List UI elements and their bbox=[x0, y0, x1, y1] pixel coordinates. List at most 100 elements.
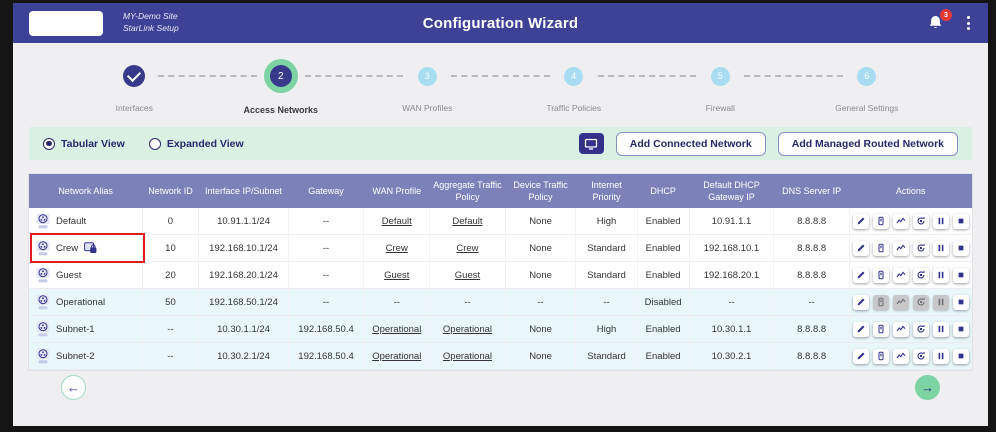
cell-dns-server-ip: 8.8.8.8 bbox=[773, 342, 850, 371]
edit-action-button[interactable] bbox=[852, 294, 869, 310]
notifications-button[interactable]: 3 bbox=[927, 9, 952, 32]
wan-profile-link[interactable]: Guest bbox=[384, 269, 410, 281]
display-view-button[interactable] bbox=[578, 133, 604, 154]
refresh-action-button[interactable] bbox=[912, 267, 929, 283]
view-option-tabular-view[interactable]: Tabular View bbox=[43, 137, 125, 150]
add-connected-network-button[interactable]: Add Connected Network bbox=[615, 131, 766, 156]
step-done-circle bbox=[123, 65, 146, 87]
step-label: General Settings bbox=[835, 103, 899, 113]
column-header-device-traffic-policy: Device Traffic Policy bbox=[505, 174, 576, 209]
table-header-row: Network Alias Network ID Interface IP/Subn… bbox=[29, 174, 972, 209]
pause-action-button[interactable] bbox=[932, 240, 949, 256]
wan-profile-link[interactable]: Crew bbox=[385, 242, 408, 254]
refresh-action-button bbox=[912, 294, 929, 310]
stepper-step-general-settings[interactable]: 6 General Settings bbox=[794, 59, 941, 115]
cell-interface-ip-subnet: 10.91.1.1/24 bbox=[198, 208, 289, 236]
stop-action-button[interactable] bbox=[952, 240, 970, 256]
device-icon bbox=[876, 297, 886, 307]
table-row-crew: Crew 10 192.168.10.1/24 -- Crew Crew None Stan… bbox=[29, 232, 972, 263]
stop-action-button[interactable] bbox=[952, 213, 970, 229]
aggregate-traffic-policy-link[interactable]: Default bbox=[452, 215, 483, 227]
statistics-action-button[interactable] bbox=[892, 213, 909, 229]
cell-device-traffic-policy: None bbox=[505, 342, 577, 371]
statistics-action-button[interactable] bbox=[892, 240, 909, 256]
stop-action-button[interactable] bbox=[952, 294, 970, 310]
cell-network-id: 10 bbox=[142, 234, 200, 263]
app-header: MY-Demo Site StarLink Setup Configuratio… bbox=[13, 3, 988, 43]
cell-network-id: 20 bbox=[142, 261, 200, 290]
device-action-button[interactable] bbox=[872, 348, 889, 364]
stop-action-button[interactable] bbox=[952, 348, 970, 364]
wan-profile-link[interactable]: Operational bbox=[372, 323, 422, 335]
cell-dns-server-ip: 8.8.8.8 bbox=[773, 208, 850, 236]
page-title: Configuration Wizard bbox=[422, 14, 579, 32]
edit-action-button[interactable] bbox=[852, 267, 869, 283]
stepper-step-wan-profiles[interactable]: 3 WAN Profiles bbox=[354, 59, 550, 115]
view-mode-radio-group: Tabular View Expanded View bbox=[43, 137, 268, 150]
pause-action-button[interactable] bbox=[932, 321, 949, 337]
add-managed-routed-network-button[interactable]: Add Managed Routed Network bbox=[777, 131, 958, 156]
cell-gateway: -- bbox=[288, 261, 365, 290]
column-header-internet-priority: Internet Priority bbox=[575, 174, 638, 209]
pause-action-button[interactable] bbox=[932, 348, 949, 364]
cell-gateway: 192.168.50.4 bbox=[288, 315, 365, 344]
view-option-expanded-view[interactable]: Expanded View bbox=[148, 137, 244, 150]
cell-default-dhcp-gateway-ip: 192.168.10.1 bbox=[689, 234, 775, 263]
statistics-icon bbox=[896, 324, 906, 334]
step-label: Firewall bbox=[705, 103, 735, 113]
actions-cell bbox=[849, 234, 972, 263]
statistics-action-button bbox=[892, 294, 909, 310]
stepper-step-traffic-policies[interactable]: 4 Traffic Policies bbox=[501, 59, 696, 115]
more-menu-button[interactable] bbox=[965, 14, 972, 32]
stepper-step-interfaces[interactable]: Interfaces bbox=[61, 59, 257, 115]
stop-action-button[interactable] bbox=[952, 321, 970, 337]
refresh-action-button[interactable] bbox=[912, 240, 929, 256]
device-action-button bbox=[872, 294, 889, 310]
cell-network-id: 50 bbox=[142, 288, 200, 317]
network-alias-label: Default bbox=[56, 215, 87, 227]
statistics-action-button[interactable] bbox=[892, 321, 909, 337]
pause-icon bbox=[936, 270, 946, 280]
edit-action-button[interactable] bbox=[852, 321, 869, 337]
aggregate-traffic-policy-link[interactable]: Operational bbox=[442, 350, 493, 362]
edit-action-button[interactable] bbox=[852, 240, 869, 256]
stop-action-button[interactable] bbox=[952, 267, 970, 283]
edit-action-button[interactable] bbox=[852, 348, 869, 364]
aggregate-traffic-policy-link[interactable]: Operational bbox=[442, 323, 493, 335]
actions-cell bbox=[849, 315, 972, 344]
device-action-button[interactable] bbox=[872, 267, 889, 283]
cell-internet-priority: Standard bbox=[575, 234, 638, 263]
refresh-action-button[interactable] bbox=[912, 348, 929, 364]
cell-gateway: -- bbox=[288, 288, 365, 317]
device-icon bbox=[876, 243, 886, 253]
device-action-button[interactable] bbox=[872, 213, 889, 229]
wan-profile-link[interactable]: Operational bbox=[372, 350, 422, 362]
pause-action-button[interactable] bbox=[932, 267, 949, 283]
actions-cell bbox=[849, 288, 972, 317]
statistics-action-button[interactable] bbox=[892, 267, 909, 283]
right-arrow-icon: → bbox=[921, 380, 934, 396]
pause-action-button[interactable] bbox=[932, 213, 949, 229]
back-button[interactable]: ← bbox=[61, 375, 86, 401]
network-alias-cell: Subnet-2 bbox=[29, 342, 143, 371]
refresh-action-button[interactable] bbox=[912, 213, 929, 229]
edit-action-button[interactable] bbox=[852, 213, 869, 229]
step-label: Traffic Policies bbox=[546, 103, 602, 113]
stop-icon bbox=[956, 297, 966, 307]
next-button[interactable]: → bbox=[915, 375, 940, 401]
aggregate-traffic-policy-link[interactable]: Guest bbox=[454, 269, 481, 281]
refresh-action-button[interactable] bbox=[912, 321, 929, 337]
stepper-step-access-networks[interactable]: 2 Access Networks bbox=[208, 59, 403, 115]
stepper-step-firewall[interactable]: 5 Firewall bbox=[647, 59, 843, 115]
pause-action-button bbox=[932, 294, 949, 310]
network-alias-label: Subnet-1 bbox=[56, 323, 95, 335]
cell-gateway: 192.168.50.4 bbox=[288, 342, 365, 371]
table-row-operational: Operational 50 192.168.50.1/24 -- -- -- -- -- Di… bbox=[29, 288, 972, 317]
device-action-button[interactable] bbox=[872, 321, 889, 337]
lock-icon bbox=[84, 242, 97, 254]
statistics-action-button[interactable] bbox=[892, 348, 909, 364]
device-action-button[interactable] bbox=[872, 240, 889, 256]
wan-profile-link[interactable]: Default bbox=[381, 215, 412, 227]
aggregate-traffic-policy-link[interactable]: Crew bbox=[456, 242, 479, 254]
step-number-circle: 6 bbox=[857, 66, 877, 86]
